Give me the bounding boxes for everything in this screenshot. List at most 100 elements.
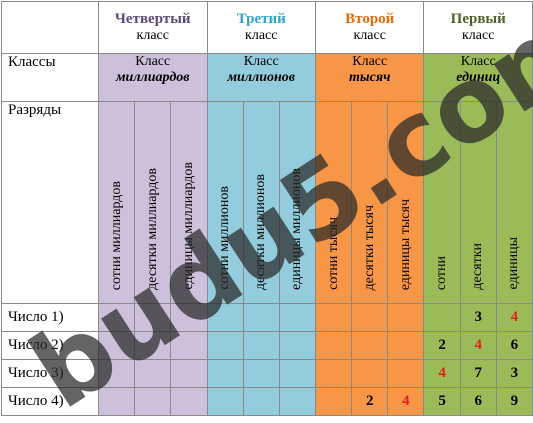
number-cell xyxy=(170,359,208,388)
class-name: миллиардов xyxy=(115,70,190,85)
digit-cell: сотни тысяч xyxy=(314,101,353,304)
number-row: Число 4) 2 4 5 6 9 xyxy=(1,387,533,416)
digit-cell: сотни миллиардов xyxy=(97,101,136,304)
digit-name: десятки тысяч xyxy=(361,204,377,290)
digit: 3 xyxy=(510,365,519,381)
number-cell xyxy=(134,331,172,360)
number-cell xyxy=(134,303,172,332)
number-cell xyxy=(387,303,425,332)
digit: 4 xyxy=(438,365,446,381)
class-name: миллионов xyxy=(227,70,296,85)
class-cell: Класс миллионов xyxy=(206,53,316,102)
digit-name: единицы миллионов xyxy=(289,168,305,290)
number-cell xyxy=(242,387,280,416)
number-cell xyxy=(278,387,317,416)
digit: 4 xyxy=(474,337,482,353)
digit-cell: единицы xyxy=(495,101,533,304)
number-cell xyxy=(242,359,280,388)
number-cell xyxy=(134,359,172,388)
row-label: Число 3) xyxy=(1,359,99,388)
digit-cell: десятки миллионов xyxy=(242,101,280,304)
group-title: Третий xyxy=(236,11,286,27)
number-cell xyxy=(206,331,244,360)
group-subtitle: класс xyxy=(136,28,169,43)
digit-name: десятки xyxy=(470,243,486,290)
number-cell xyxy=(206,303,244,332)
number-cell: 3 xyxy=(459,303,497,332)
class-word: Класс xyxy=(243,54,279,69)
number-cell xyxy=(278,331,317,360)
number-cell xyxy=(278,359,317,388)
group-subtitle: класс xyxy=(353,28,386,43)
header-row: Четвертый класс Третий класс Второй класс Перв… xyxy=(1,1,533,54)
digit: 6 xyxy=(510,337,519,353)
digit-name: сотни тысяч xyxy=(325,217,341,290)
digit: 7 xyxy=(474,365,482,381)
number-cell xyxy=(351,331,389,360)
group-title: Четвертый xyxy=(114,11,191,27)
digit-cell: сотни xyxy=(423,101,461,304)
number-cell xyxy=(387,331,425,360)
digit: 2 xyxy=(438,337,446,353)
digit-cell: единицы миллиардов xyxy=(170,101,208,304)
digit-name: десятки миллионов xyxy=(253,173,269,290)
number-cell xyxy=(387,359,425,388)
group-header: Первый класс xyxy=(423,1,533,54)
group-header: Третий класс xyxy=(206,1,316,54)
class-cell: Класс миллиардов xyxy=(98,53,208,102)
class-name: единиц xyxy=(456,70,501,85)
number-cell: 6 xyxy=(495,331,533,360)
number-cell xyxy=(206,359,244,388)
number-cell xyxy=(314,387,353,416)
number-cell: 3 xyxy=(495,359,533,388)
digit-cell: единицы тысяч xyxy=(387,101,425,304)
classes-row: Классы Класс миллиардов Класс миллионов Класс… xyxy=(1,53,533,102)
corner-cell xyxy=(1,1,99,54)
number-cell xyxy=(97,359,136,388)
digit: 2 xyxy=(365,393,374,409)
group-title: Первый xyxy=(450,11,506,27)
class-name: тысяч xyxy=(349,70,391,85)
number-cell: 7 xyxy=(459,359,497,388)
number-cell: 2 xyxy=(423,331,461,360)
number-cell: 4 xyxy=(459,331,497,360)
number-cell xyxy=(423,303,461,332)
digit-name: сотни миллиардов xyxy=(108,180,124,290)
group-subtitle: класс xyxy=(462,28,495,43)
number-cell: 6 xyxy=(459,387,497,416)
digit-cell: десятки xyxy=(459,101,497,304)
number-row: Число 3) 4 7 3 xyxy=(1,359,533,388)
number-cell xyxy=(170,303,208,332)
number-cell: 4 xyxy=(387,387,425,416)
number-cell xyxy=(206,387,244,416)
number-cell xyxy=(314,331,353,360)
digit-cell: десятки тысяч xyxy=(351,101,389,304)
class-cell: Класс единиц xyxy=(423,53,533,102)
digits-row: Разряды сотни миллиардов десятки миллиардо… xyxy=(1,101,533,304)
number-cell: 4 xyxy=(423,359,461,388)
row-label: Классы xyxy=(1,53,99,102)
digit: 6 xyxy=(474,393,482,409)
number-cell xyxy=(170,387,208,416)
number-cell xyxy=(170,331,208,360)
digit: 4 xyxy=(510,309,519,325)
number-cell xyxy=(134,387,172,416)
number-cell: 9 xyxy=(495,387,533,416)
number-cell xyxy=(314,359,353,388)
class-word: Класс xyxy=(460,54,496,69)
number-cell xyxy=(351,359,389,388)
digit-name: сотни xyxy=(434,255,450,290)
digit: 5 xyxy=(438,393,446,409)
number-cell: 5 xyxy=(423,387,461,416)
digit-name: единицы тысяч xyxy=(397,198,413,290)
number-cell xyxy=(242,303,280,332)
class-cell: Класс тысяч xyxy=(314,53,425,102)
digit-name: сотни миллионов xyxy=(217,186,233,290)
group-header: Второй класс xyxy=(314,1,425,54)
digit: 3 xyxy=(474,309,482,325)
class-word: Класс xyxy=(352,54,388,69)
digit-cell: десятки миллиардов xyxy=(134,101,172,304)
digit-name: единицы xyxy=(506,237,522,290)
group-subtitle: класс xyxy=(245,28,278,43)
number-cell xyxy=(278,303,317,332)
